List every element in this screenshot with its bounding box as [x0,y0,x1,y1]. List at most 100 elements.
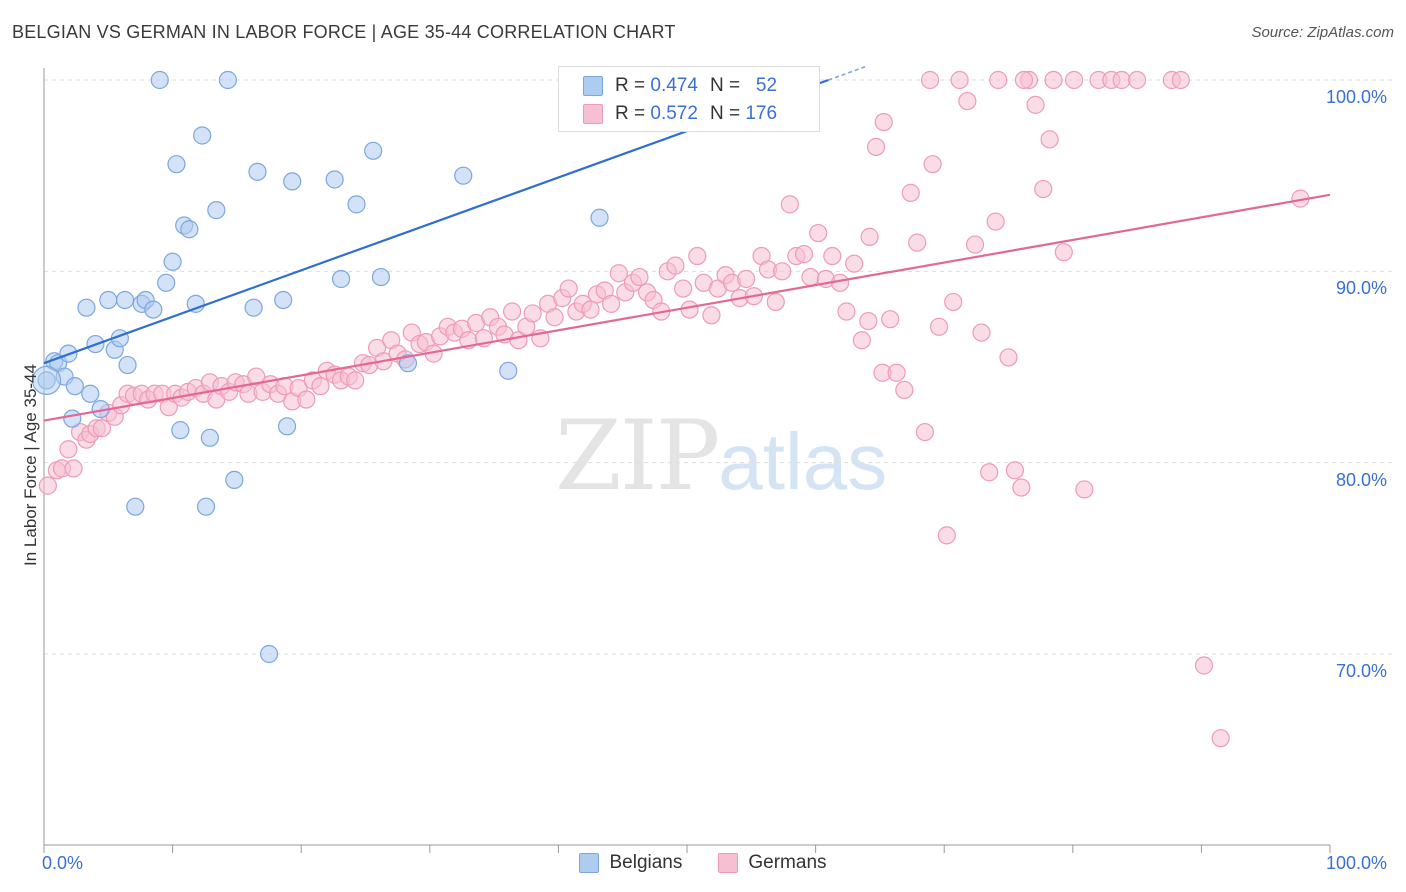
german-point-146 [1075,480,1094,499]
germans-n-label: N = [709,103,741,124]
belgian-point-37 [274,290,293,310]
germans-legend-swatch [718,853,739,873]
belgian-point-33 [225,470,244,489]
german-point-83 [609,264,628,283]
source-label: Source: ZipAtlas.com [1251,24,1394,41]
belgian-point-6 [65,377,84,396]
german-point-116 [845,254,864,273]
german-point-115 [837,302,856,321]
series-legend: Belgians Germans [0,852,1406,874]
german-point-131 [950,70,969,90]
belgians-r-value: 0.474 [650,75,698,96]
german-point-156 [920,70,940,90]
german-point-142 [1034,179,1053,199]
german-point-132 [958,91,977,111]
germans-r-value: 0.572 [650,103,698,124]
belgian-point-32 [218,70,237,90]
german-point-136 [986,212,1005,231]
belgians-swatch [583,76,603,96]
belgian-point-45 [398,354,418,373]
german-point-139 [1012,478,1031,497]
germans-n-value: 176 [745,103,778,124]
x-tick-label-max: 100.0% [1326,853,1388,873]
german-point-129 [937,526,956,545]
german-point-134 [972,323,991,342]
german-point-106 [773,262,792,281]
german-point-39 [297,390,316,409]
german-point-96 [702,306,721,325]
german-point-157 [989,70,1008,90]
german-point-107 [780,195,799,214]
german-point-150 [1127,70,1147,90]
german-point-153 [1194,656,1214,675]
german-point-117 [852,331,871,350]
belgian-point-29 [196,497,216,516]
y-tick-label-70: 70.0% [1336,661,1388,681]
belgian-point-22 [163,252,182,271]
legend-item-germans[interactable]: Germans [718,852,827,874]
german-point-126 [915,422,935,442]
belgian-point-46 [454,166,473,185]
german-point-41 [311,377,330,396]
german-point-152 [1171,70,1190,90]
belgian-point-31 [207,201,226,220]
chart-title: BELGIAN VS GERMAN IN LABOR FORCE | AGE 3… [12,22,676,42]
german-point-86 [630,267,649,287]
german-point-71 [523,304,542,323]
german-point-113 [823,246,842,266]
german-point-124 [901,183,920,202]
german-point-46 [346,371,365,390]
german-point-159 [1044,70,1063,90]
axes [43,68,1331,853]
german-point-74 [545,308,564,327]
belgian-point-24 [171,421,190,440]
belgian-point-47 [499,361,518,380]
germans-trend-line [43,193,1331,422]
german-point-118 [859,311,878,331]
german-point-109 [794,245,814,264]
german-point-119 [866,137,886,157]
belgian-point-30 [200,428,219,447]
y-axis-title: In Labor Force | Age 35-44 [21,364,40,566]
german-point-122 [887,363,906,382]
german-point-9 [92,419,111,438]
german-point-154 [1211,729,1230,748]
belgian-point-27 [186,294,205,313]
german-point-110 [801,267,820,287]
german-point-128 [929,317,949,336]
german-point-125 [908,233,927,252]
german-point-161 [874,112,893,132]
german-point-130 [944,292,963,312]
german-point-138 [1005,461,1025,480]
legend-row-belgians: R = 0.474 N = 52 [583,73,777,99]
german-point-101 [737,269,756,289]
german-point-149 [1112,70,1131,90]
belgian-point-36 [259,644,279,664]
belgian-point-42 [347,195,366,214]
y-tick-label-90: 90.0% [1336,278,1388,299]
german-point-105 [766,292,785,312]
belgians-points [31,70,722,664]
belgian-point-34 [244,298,263,317]
belgian-point-19 [144,300,163,319]
german-point-158 [1014,70,1034,90]
german-point-94 [688,246,707,266]
belgian-point-8 [81,384,100,403]
german-point-143 [1040,130,1059,149]
belgian-point-38 [277,417,297,436]
german-point-121 [881,310,900,329]
x-tick-label-min: 0.0% [42,853,84,873]
belgian-point-39 [283,172,302,191]
belgian-point-20 [150,70,169,90]
german-point-32 [247,367,266,386]
legend-item-belgians[interactable]: Belgians [579,852,682,874]
german-point-111 [809,223,828,243]
germans-points [38,70,1310,748]
germans-r-label: R = [615,103,646,124]
german-point-4 [64,459,83,478]
german-point-127 [923,155,942,174]
belgian-point-23 [167,155,186,174]
german-point-135 [980,463,999,482]
german-point-68 [503,302,522,321]
belgian-point-28 [193,126,212,145]
